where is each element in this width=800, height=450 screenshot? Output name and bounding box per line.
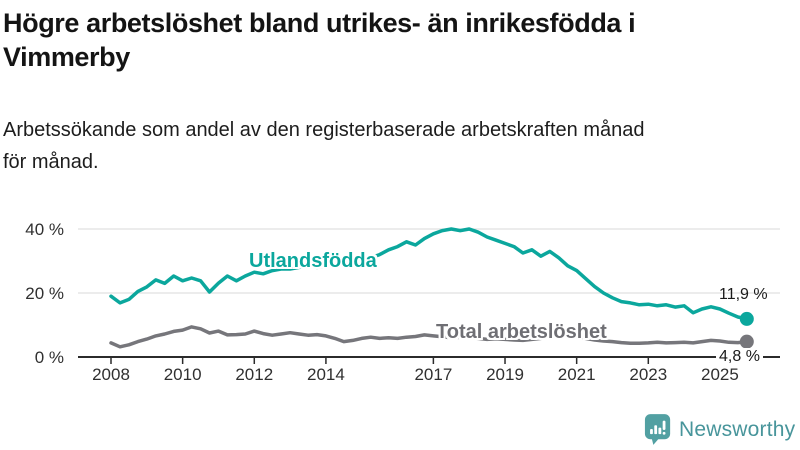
page-title-line-2: Vimmerby bbox=[3, 42, 130, 72]
chart-gridlines bbox=[78, 228, 780, 358]
series-label-total-arbetsloshet: Total arbetslöshet bbox=[436, 321, 607, 343]
y-axis-tick-label: 0 % bbox=[34, 348, 64, 367]
chart-subtitle: Arbetssökande som andel av den registerb… bbox=[3, 114, 797, 178]
x-axis-tick-label: 2008 bbox=[92, 365, 130, 384]
newsworthy-brand-name: Newsworthy bbox=[679, 417, 796, 441]
chart-subtitle-line-2: för månad. bbox=[3, 151, 99, 173]
series-end-dot-0 bbox=[739, 311, 754, 326]
y-axis-tick-label: 40 % bbox=[25, 220, 64, 239]
chart-subtitle-line-1: Arbetssökande som andel av den registerb… bbox=[3, 119, 645, 141]
series-line-1 bbox=[109, 325, 749, 349]
x-axis-tick-label: 2010 bbox=[163, 365, 202, 384]
series-line-0 bbox=[109, 227, 749, 321]
x-axis-tick-label: 2025 bbox=[701, 365, 739, 384]
x-axis-tick-label: 2014 bbox=[306, 365, 345, 384]
newsworthy-brand: Newsworthy bbox=[644, 413, 795, 446]
x-axis-tick-label: 2017 bbox=[414, 365, 453, 384]
end-value-label-utlandsfodda: 11,9 % bbox=[719, 286, 768, 303]
chart-series-lines bbox=[109, 227, 754, 349]
newsworthy-logo-icon bbox=[644, 414, 671, 445]
end-value-label-total: 4,8 % bbox=[716, 348, 763, 366]
chart-axis-ticks bbox=[110, 357, 721, 364]
x-axis-tick-label: 2023 bbox=[629, 365, 668, 384]
x-axis-tick-label: 2019 bbox=[486, 365, 524, 384]
page-title-line-1: Högre arbetslöshet bland utrikes- än inr… bbox=[3, 8, 636, 38]
x-axis-tick-label: 2021 bbox=[557, 365, 596, 384]
y-axis-tick-label: 20 % bbox=[25, 284, 64, 303]
x-axis-tick-label: 2012 bbox=[235, 365, 274, 384]
series-end-dot-1 bbox=[739, 334, 754, 349]
series-label-utlandsfodda: Utlandsfödda bbox=[249, 250, 377, 272]
page-title: Högre arbetslöshet bland utrikes- än inr… bbox=[3, 6, 797, 74]
